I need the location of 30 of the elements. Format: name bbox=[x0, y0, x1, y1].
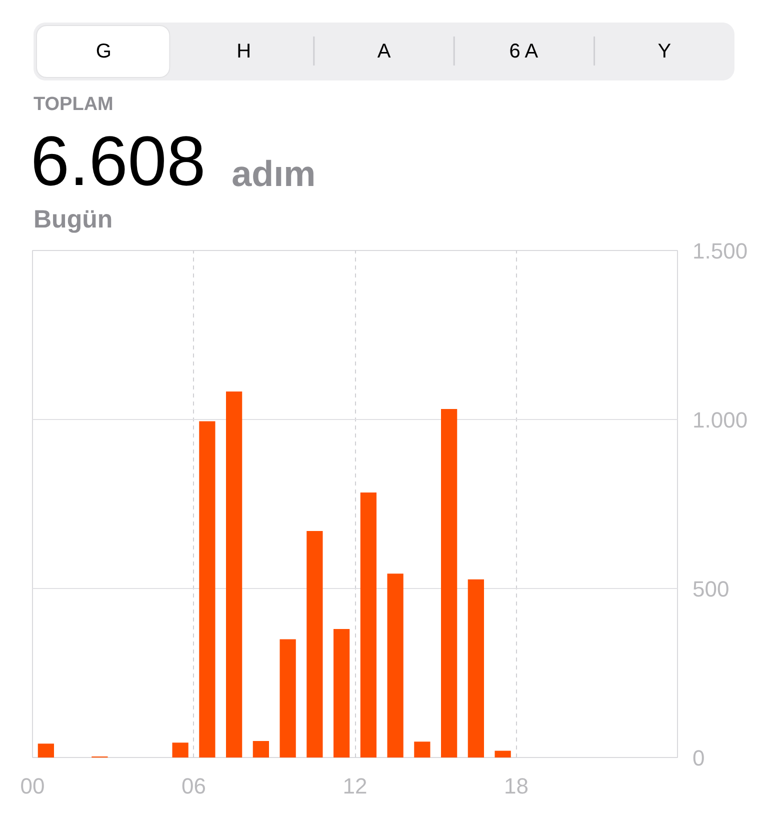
bar bbox=[414, 742, 430, 758]
bar bbox=[38, 744, 54, 758]
y-tick-label: 500 bbox=[692, 576, 730, 602]
bar bbox=[494, 750, 511, 758]
bar bbox=[226, 391, 242, 758]
chart-subtitle: Bugün bbox=[34, 206, 113, 234]
x-tick-label: 18 bbox=[504, 774, 528, 798]
y-tick-label: 0 bbox=[692, 746, 705, 770]
chart-title: 6.608 adım bbox=[30, 122, 316, 200]
bar bbox=[280, 639, 296, 758]
y-tick-label: 1.500 bbox=[692, 238, 748, 264]
text: A bbox=[377, 40, 392, 62]
x-tick-label: 12 bbox=[342, 774, 368, 798]
bar bbox=[252, 740, 269, 758]
text: Y bbox=[658, 40, 672, 62]
text: G bbox=[96, 40, 112, 62]
bar bbox=[360, 492, 376, 758]
bar bbox=[334, 629, 350, 758]
y-tick-label: 1.000 bbox=[692, 408, 748, 432]
x-tick-label: 06 bbox=[182, 774, 206, 798]
text: H bbox=[236, 40, 252, 62]
bar bbox=[172, 742, 188, 758]
bar bbox=[306, 531, 323, 758]
text: TOPLAM bbox=[34, 94, 114, 115]
text: 6 A bbox=[509, 40, 539, 62]
bar bbox=[441, 409, 458, 758]
bar bbox=[468, 579, 484, 758]
bar bbox=[387, 574, 404, 758]
x-tick-label: 00 bbox=[20, 774, 45, 798]
bar bbox=[199, 421, 216, 758]
